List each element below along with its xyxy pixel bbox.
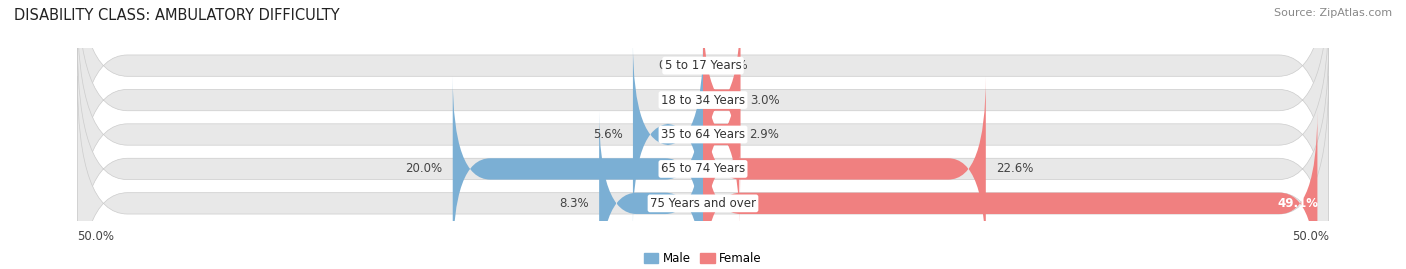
Text: 0.0%: 0.0% <box>658 94 688 107</box>
Text: DISABILITY CLASS: AMBULATORY DIFFICULTY: DISABILITY CLASS: AMBULATORY DIFFICULTY <box>14 8 340 23</box>
Text: 18 to 34 Years: 18 to 34 Years <box>661 94 745 107</box>
Text: 35 to 64 Years: 35 to 64 Years <box>661 128 745 141</box>
FancyBboxPatch shape <box>703 111 1317 269</box>
FancyBboxPatch shape <box>77 42 1329 269</box>
Text: 0.0%: 0.0% <box>658 59 688 72</box>
FancyBboxPatch shape <box>77 8 1329 261</box>
FancyBboxPatch shape <box>633 42 703 227</box>
FancyBboxPatch shape <box>77 0 1329 193</box>
Text: 20.0%: 20.0% <box>405 162 443 175</box>
FancyBboxPatch shape <box>453 76 703 261</box>
Text: 2.9%: 2.9% <box>749 128 779 141</box>
Text: 65 to 74 Years: 65 to 74 Years <box>661 162 745 175</box>
FancyBboxPatch shape <box>599 111 703 269</box>
FancyBboxPatch shape <box>77 76 1329 269</box>
Text: 49.1%: 49.1% <box>1278 197 1319 210</box>
Text: 22.6%: 22.6% <box>995 162 1033 175</box>
FancyBboxPatch shape <box>77 0 1329 227</box>
Text: 0.0%: 0.0% <box>718 59 748 72</box>
Legend: Male, Female: Male, Female <box>640 247 766 269</box>
Text: 75 Years and over: 75 Years and over <box>650 197 756 210</box>
Text: 5 to 17 Years: 5 to 17 Years <box>665 59 741 72</box>
FancyBboxPatch shape <box>702 42 741 227</box>
FancyBboxPatch shape <box>703 8 741 193</box>
Text: 8.3%: 8.3% <box>560 197 589 210</box>
Text: 3.0%: 3.0% <box>751 94 780 107</box>
Text: Source: ZipAtlas.com: Source: ZipAtlas.com <box>1274 8 1392 18</box>
FancyBboxPatch shape <box>703 76 986 261</box>
Text: 5.6%: 5.6% <box>593 128 623 141</box>
Text: 50.0%: 50.0% <box>1292 230 1329 243</box>
Text: 50.0%: 50.0% <box>77 230 114 243</box>
